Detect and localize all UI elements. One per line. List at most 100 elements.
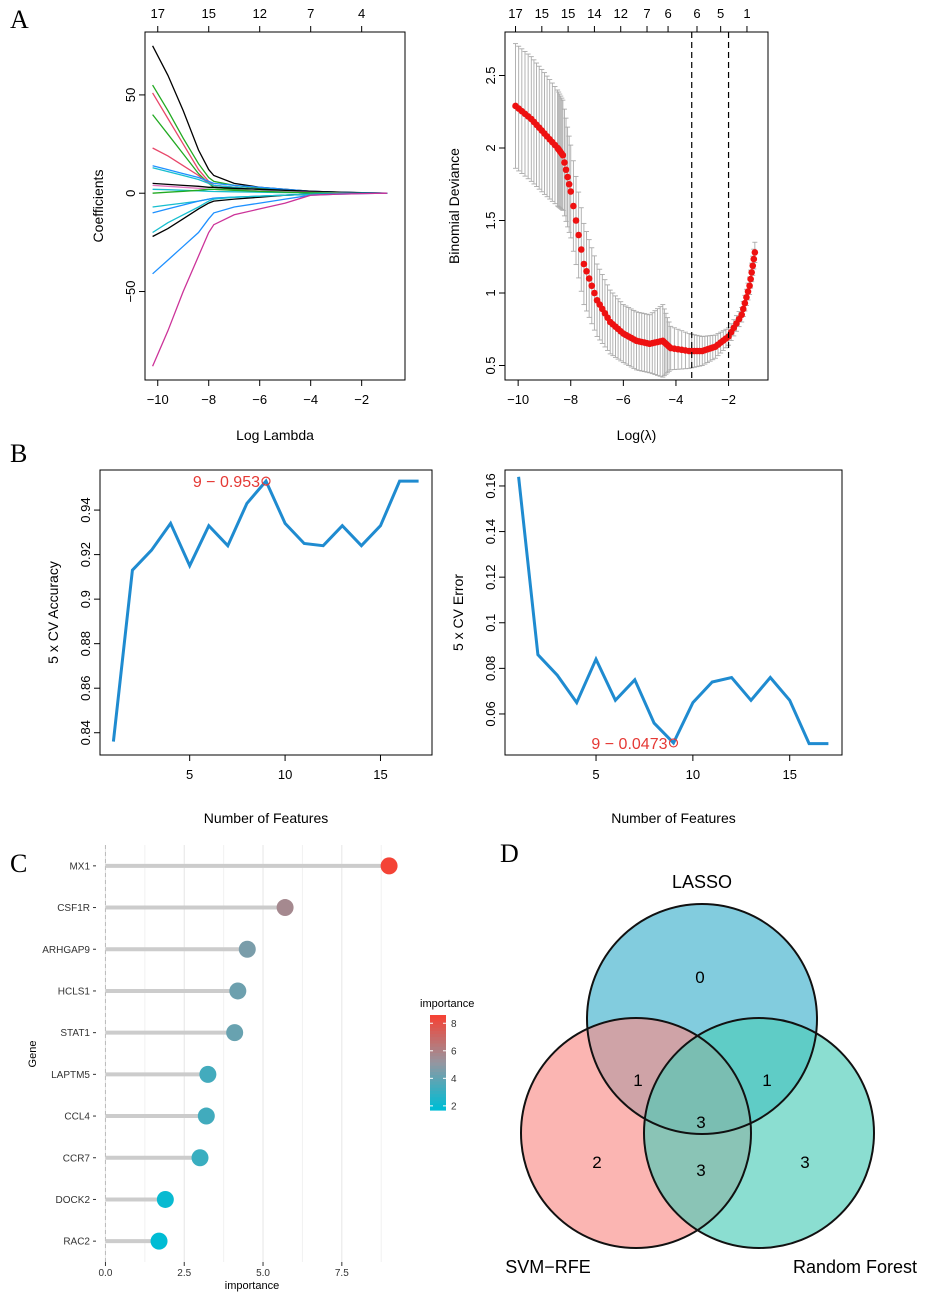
- y-axis-title: 5 x CV Accuracy: [45, 561, 61, 664]
- coef-path-line: [152, 192, 388, 238]
- deviance-point: [591, 289, 598, 297]
- y-tick-label: 0.84: [78, 720, 93, 745]
- plot-frame: [144, 31, 406, 381]
- lollipop-dot: [197, 1107, 215, 1125]
- cv-line: [517, 476, 829, 746]
- y-tick-label: 0.16: [483, 473, 498, 498]
- legend-color-step: [430, 1075, 446, 1079]
- deviance-point: [751, 249, 759, 256]
- legend-color-step: [430, 1106, 446, 1111]
- legend-color-step: [430, 1021, 446, 1026]
- legend-title: importance: [420, 998, 474, 1010]
- cv-line: [111, 478, 419, 742]
- deviance-point: [561, 159, 568, 166]
- deviance-point: [565, 180, 573, 188]
- x-tick-label: 2.5: [177, 1268, 191, 1279]
- x-tick-label: −2: [721, 392, 736, 407]
- legend-tick-label: 8: [451, 1019, 457, 1030]
- deviance-point: [572, 217, 580, 224]
- top-tick-label: 1: [743, 6, 750, 21]
- x-axis-title: Log Lambda: [236, 427, 314, 443]
- deviance-point: [747, 275, 754, 283]
- y-tick-label: 0.88: [78, 631, 93, 656]
- plot-frame: [504, 469, 843, 756]
- top-tick-label: 15: [561, 6, 575, 21]
- deviance-point: [585, 275, 593, 282]
- coef-path-line: [152, 192, 388, 234]
- deviance-point: [743, 294, 750, 301]
- legend-color-step: [430, 1068, 446, 1073]
- legend-color-step: [430, 1027, 446, 1032]
- legend-color-step: [430, 1091, 446, 1095]
- panel-label-b: B: [10, 439, 27, 468]
- legend-color-step: [430, 1053, 446, 1057]
- lollipop-dot: [191, 1149, 209, 1167]
- legend-color-step: [430, 1018, 446, 1022]
- gene-label: DOCK2: [56, 1195, 91, 1206]
- top-tick-label: 15: [535, 6, 549, 21]
- region-count-lasso-only: 0: [695, 968, 704, 987]
- legend-color-step: [430, 1103, 446, 1108]
- legend-color-step: [430, 1046, 446, 1051]
- coef-path-line: [152, 192, 388, 275]
- set-label-lasso: LASSO: [672, 872, 732, 892]
- legend-color-step: [430, 1094, 446, 1098]
- panel-label-a: A: [10, 5, 29, 34]
- x-tick-label: 10: [278, 767, 292, 782]
- rf-importance-plot: 0.0 2.5 5.0 7.5 MX1 CSF1R ARHGAP9 HCLS1 STAT1 LAP…: [27, 845, 474, 1292]
- y-tick-label: 1.5: [483, 211, 498, 229]
- best-point-marker: [261, 476, 271, 486]
- legend-color-step: [430, 1100, 446, 1105]
- y-tick-label: 1: [483, 289, 498, 296]
- legend-color-step: [430, 1030, 446, 1035]
- x-tick-label: 15: [373, 767, 387, 782]
- y-tick-label: −50: [123, 280, 138, 302]
- y-tick-label: 0.94: [78, 497, 93, 522]
- top-tick-label: 12: [252, 6, 266, 21]
- panel-label-c: C: [10, 849, 27, 878]
- gene-label: HCLS1: [58, 986, 91, 997]
- coef-path-line: [152, 45, 388, 194]
- y-tick-label: 0.12: [483, 565, 498, 590]
- venn-diagram: LASSO SVM−RFE Random Forest 0 2 3 1 1 3 3: [505, 872, 917, 1277]
- deviance-point: [750, 255, 758, 263]
- x-tick-label: −8: [563, 392, 578, 407]
- legend-color-step: [430, 1081, 446, 1086]
- y-tick-label: 0.9: [78, 590, 93, 608]
- y-tick-label: 0.5: [483, 356, 498, 374]
- y-tick-label: 0: [123, 190, 138, 197]
- top-tick-label: 6: [693, 6, 700, 21]
- coef-path-line: [152, 92, 388, 194]
- deviance-point: [564, 173, 571, 181]
- region-count-all: 3: [696, 1113, 705, 1132]
- y-tick-label: 2.5: [483, 66, 498, 84]
- region-count-lasso-rf: 1: [762, 1071, 771, 1090]
- gene-label: RAC2: [63, 1237, 90, 1248]
- top-tick-label: 6: [664, 6, 671, 21]
- legend-color-step: [430, 1097, 446, 1102]
- legend-tick-label: 2: [451, 1101, 457, 1112]
- legend-color-step: [430, 1015, 446, 1019]
- legend-color-step: [430, 1084, 446, 1089]
- set-label-random-forest: Random Forest: [793, 1257, 917, 1277]
- deviance-point: [744, 288, 752, 295]
- lasso-coefficient-path-plot: −10 −8 −6 −4 −2 −50 0 50 Log Lambda Coefficients 1…: [90, 6, 406, 443]
- legend-color-step: [430, 1065, 446, 1070]
- legend-color-step: [430, 1056, 446, 1060]
- y-tick-label: 50: [123, 88, 138, 102]
- lollipop-dot: [229, 982, 247, 1000]
- deviance-point: [583, 267, 590, 275]
- lasso-cv-deviance-plot: −10 −8 −6 −4 −2 0.5 1 1.5 2 2.5 Log(λ) Binomial Dev…: [446, 6, 769, 443]
- lollipop-dot: [226, 1024, 244, 1042]
- panel-label-d: D: [500, 839, 519, 868]
- legend-color-step: [430, 1062, 446, 1067]
- x-tick-label: 5: [592, 767, 599, 782]
- x-tick-label: 7.5: [335, 1268, 349, 1279]
- legend-color-step: [430, 1037, 446, 1041]
- plot-panel-bg: [96, 845, 408, 1262]
- deviance-point: [748, 269, 755, 276]
- deviance-point: [570, 202, 577, 210]
- venn-circle-outline: [586, 903, 818, 1135]
- gene-label: CCL4: [64, 1112, 90, 1123]
